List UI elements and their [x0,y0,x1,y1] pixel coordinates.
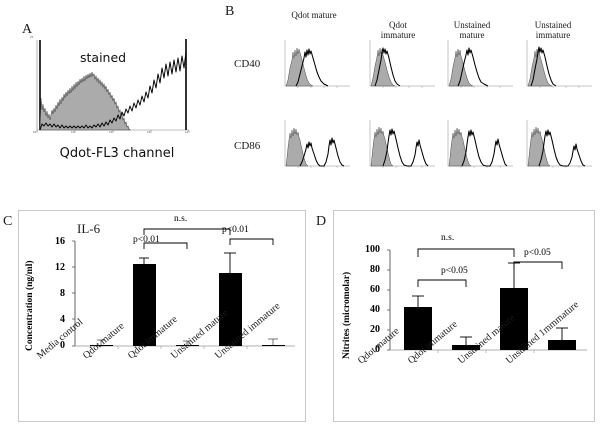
panel-c-bar-media-control [90,339,113,346]
panel-c-bar-qdot-immature [176,340,199,346]
panel-c-bracket-ns [143,228,231,235]
panel-a-letter: A [22,22,33,37]
panel-c-ytick-12: 12 [55,262,65,273]
panel-d-bracket-2 [513,261,563,269]
panel-d-bar-unstained-mature [500,262,528,350]
panel-c-sig-label-2: p<0.01 [222,225,249,235]
panel-c-bar-unstained-immature [262,338,285,346]
panel-c-bar-qdot-mature [133,257,156,346]
panel-d-bar-qdot-immature [452,336,480,350]
panel-b-column-header-qdot-mature: Qdot mature [275,10,353,20]
panel-d-plot-area [387,248,587,353]
panel-d-nitrites-chart: Nitrites (micromolar) 100 80 60 40 20 0 [333,210,595,422]
panel-b-column-header-unstained-immature: Unstained immature [517,10,589,40]
panel-b-column-header-unstained-mature: Unstained mature [437,10,507,40]
panel-c-ytick-8: 8 [60,288,65,299]
panel-b-histogram-cd40-unstained-mature [447,40,513,88]
panel-b-histogram-cd86-qdot-immature [369,120,435,168]
panel-c-sig-label-ns: n.s. [174,214,188,224]
panel-b-histogram-cd86-qdot-mature [284,120,350,168]
panel-a-xaxis-label: Qdot-FL3 channel [59,146,175,161]
panel-a-xtick-1: 10¹ [71,131,76,134]
panel-d-ytick-40: 40 [370,304,380,315]
panel-c-title: IL-6 [77,221,101,236]
panel-d-yaxis-label: Nitrites (micromolar) [342,271,352,359]
panel-a-histogram [36,39,190,133]
panel-d-sig-label-ns: n.s. [441,233,455,243]
panel-d-ytick-60: 60 [370,284,380,295]
column-label: Unstained mature [453,20,491,41]
panel-d-sig-label-2: p<0.05 [524,248,551,258]
panel-d-bar-qdot-mature [404,295,432,350]
panel-c-yaxis-label: Concentration (ng/ml) [25,260,35,351]
panel-c-bracket-1 [143,242,188,249]
panel-d-sig-label-1: p<0.05 [441,266,468,276]
panel-d-bracket-ns [417,248,515,257]
panel-a-xtick-0: 10⁰ [33,131,38,134]
column-label: Qdot mature [291,10,337,20]
panel-a: A stained 25 10⁰ 10¹ 10² 10³ 10⁴ Qdot-FL… [0,0,225,195]
panel-b-row-label-cd40: CD40 [234,58,261,70]
panel-a-xtick-4: 10⁴ [185,131,190,134]
column-label: Qdot immature [380,20,416,41]
panel-d-bar-unstained-immature [548,327,576,350]
panel-d-bracket-1 [417,279,467,287]
column-label: Unstained immature [534,20,572,41]
panel-c-il6-chart: IL-6 Concentration (ng/ml) 16 12 8 4 0 [18,210,306,422]
panel-a-xtick-3: 10³ [147,131,152,134]
panel-d-ytick-0: 0 [375,344,380,355]
panel-c-bar-unstained-mature [219,252,242,346]
panel-b-letter: B [225,4,235,19]
panel-c-sig-label-1: p<0.01 [133,235,160,245]
panel-c-bracket-2 [229,238,274,245]
panel-b: B Qdot mature Qdot immature Unstained ma… [225,0,600,195]
panel-b-histogram-cd40-unstained-immature [526,40,592,88]
panel-a-xtick-2: 10² [109,131,114,134]
panel-d-ytick-80: 80 [370,264,380,275]
panel-c-ytick-16: 16 [55,236,65,247]
panel-d-ytick-20: 20 [370,324,380,335]
panel-b-row-label-cd86: CD86 [234,140,261,152]
panel-a-ytick-top: 25 [30,36,34,39]
panel-b-column-header-qdot-immature: Qdot immature [365,10,431,40]
panel-c-plot-area [72,228,295,349]
panel-b-histogram-cd86-unstained-mature [447,120,513,168]
panel-c-letter: C [3,214,13,229]
panel-b-histogram-cd40-qdot-mature [284,40,350,88]
panel-c-ytick-4: 4 [60,314,65,325]
panel-d-ytick-100: 100 [365,244,380,255]
panel-a-annotation: stained [80,50,127,65]
panel-d-letter: D [316,214,327,229]
panel-b-histogram-cd40-qdot-immature [369,40,435,88]
panel-b-histogram-cd86-unstained-immature [526,120,592,168]
panel-c-ytick-0: 0 [60,340,65,351]
